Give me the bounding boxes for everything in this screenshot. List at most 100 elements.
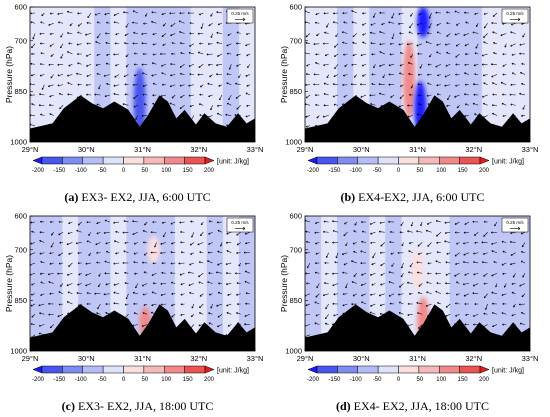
wind-arrow-head: [305, 251, 307, 254]
wind-arrow: [379, 221, 385, 224]
wind-arrow-head: [444, 75, 447, 78]
wind-arrow: [315, 221, 320, 224]
colorbar-tick-label: 200: [479, 168, 490, 174]
wind-arrow-head: [225, 263, 228, 266]
wind-arrow: [444, 84, 451, 87]
wind-arrow: [501, 103, 507, 106]
wind-arrow-head: [98, 274, 101, 277]
wind-arrow: [106, 22, 110, 24]
wind-arrow: [465, 21, 470, 24]
wind-arrow-head: [464, 11, 466, 14]
wind-arrow-head: [217, 325, 219, 328]
colorbar-tick-label: -100: [350, 168, 363, 174]
wind-arrow-head: [189, 263, 192, 266]
wind-arrow: [463, 293, 470, 297]
wind-arrow-head: [416, 271, 419, 274]
wind-arrow: [170, 221, 176, 225]
wind-arrow: [371, 283, 376, 286]
wind-arrow-head: [170, 251, 173, 254]
wind-arrow: [188, 94, 194, 97]
wind-arrow: [316, 115, 320, 119]
wind-arrow: [521, 293, 526, 298]
wind-arrow-head: [492, 14, 495, 17]
wind-arrow-head: [391, 264, 394, 267]
wind-arrow: [133, 252, 138, 255]
wind-arrow-head: [144, 223, 147, 226]
wind-arrow-head: [133, 63, 136, 66]
wind-arrow-head: [162, 83, 164, 86]
wind-arrow-head: [154, 245, 157, 248]
wind-arrow-head: [227, 293, 230, 296]
wind-arrow: [67, 32, 73, 34]
wind-arrow: [95, 41, 101, 45]
wind-arrow-head: [189, 105, 192, 108]
wind-arrow: [502, 115, 507, 117]
wind-arrow: [401, 242, 404, 247]
colorbar-segment: [82, 156, 104, 165]
wind-arrow: [161, 272, 166, 274]
wind-arrow-head: [188, 283, 191, 286]
wind-arrow: [236, 242, 241, 246]
wind-arrow: [133, 312, 138, 315]
wind-arrow-head: [474, 233, 477, 236]
wind-arrow: [332, 283, 339, 286]
wind-arrow-head: [76, 43, 79, 46]
wind-arrow-head: [344, 222, 347, 225]
wind-arrow: [217, 113, 223, 116]
wind-arrow-head: [96, 103, 99, 106]
colorbar-tick-label: -50: [98, 377, 107, 383]
wind-arrow-head: [389, 302, 392, 305]
anomaly-column: [238, 7, 255, 142]
anomaly-column: [174, 216, 192, 351]
wind-arrow: [435, 63, 442, 68]
wind-arrow: [495, 283, 498, 288]
wind-arrow: [511, 53, 516, 56]
wind-arrow: [114, 74, 120, 78]
wind-arrow-head: [360, 220, 363, 224]
wind-arrow: [198, 64, 204, 68]
anomaly-column: [30, 7, 47, 142]
wind-arrow-head: [315, 242, 317, 245]
wind-arrow-head: [227, 324, 230, 327]
wind-arrow-head: [200, 234, 203, 236]
wind-arrow: [208, 94, 213, 97]
wind-arrow-head: [216, 41, 219, 44]
wind-arrow-head: [190, 315, 193, 318]
wind-arrow-head: [160, 251, 162, 255]
y-tick-label: 850: [289, 296, 302, 305]
wind-arrow-head: [323, 220, 326, 223]
wind-arrow: [326, 74, 329, 78]
wind-arrow-head: [370, 23, 373, 26]
wind-arrow: [333, 74, 339, 77]
wind-arrow: [115, 33, 120, 35]
wind-arrow: [58, 252, 64, 256]
wind-arrow-head: [510, 44, 513, 47]
wind-arrow: [427, 32, 432, 34]
wind-arrow-head: [352, 242, 355, 245]
wind-arrow-head: [161, 13, 164, 16]
wind-arrow-head: [113, 283, 116, 286]
wind-arrow-head: [500, 81, 503, 84]
wind-arrow: [305, 33, 311, 38]
wind-arrow: [142, 293, 148, 296]
wind-arrow-head: [520, 71, 522, 74]
wind-arrow: [379, 92, 385, 96]
wind-arrow: [77, 12, 82, 14]
wind-arrow: [88, 252, 92, 256]
wind-arrow-head: [472, 83, 475, 86]
wind-arrow-head: [372, 256, 375, 259]
wind-arrow-head: [49, 262, 52, 265]
wind-arrow-head: [379, 51, 382, 54]
wind-arrow: [436, 84, 441, 86]
colorbar-tick-label: 0: [122, 168, 126, 174]
wind-arrow: [189, 262, 195, 266]
wind-arrow-head: [428, 26, 431, 29]
wind-arrow-head: [199, 93, 202, 96]
wind-arrow-head: [305, 96, 308, 99]
wind-arrow-head: [500, 34, 503, 37]
wind-arrow-head: [58, 254, 61, 256]
wind-arrow-head: [456, 106, 459, 109]
wind-arrow-head: [47, 273, 50, 276]
